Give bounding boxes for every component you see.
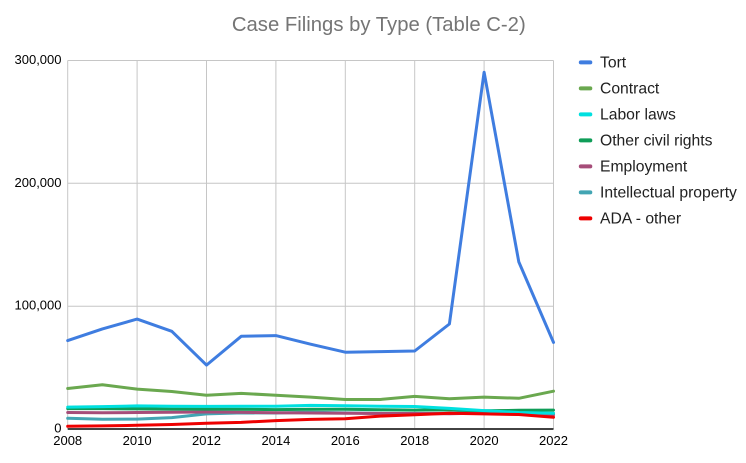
svg-text:Tort: Tort (600, 55, 627, 72)
svg-text:2018: 2018 (400, 433, 429, 448)
svg-text:2010: 2010 (123, 433, 152, 448)
svg-text:Contract: Contract (600, 81, 660, 98)
svg-text:2016: 2016 (331, 433, 360, 448)
svg-text:Intellectual property: Intellectual property (600, 185, 737, 202)
svg-text:ADA - other: ADA - other (600, 211, 681, 228)
svg-text:Employment: Employment (600, 159, 688, 176)
svg-text:Case Filings by Type (Table C-: Case Filings by Type (Table C-2) (232, 14, 526, 36)
svg-text:2022: 2022 (539, 433, 568, 448)
svg-text:2012: 2012 (192, 433, 221, 448)
svg-text:300,000: 300,000 (15, 52, 62, 67)
svg-text:0: 0 (54, 421, 61, 436)
svg-text:2014: 2014 (261, 433, 290, 448)
svg-text:100,000: 100,000 (15, 298, 62, 313)
svg-text:Other civil rights: Other civil rights (600, 133, 713, 150)
svg-text:Labor laws: Labor laws (600, 107, 676, 124)
svg-text:200,000: 200,000 (15, 175, 62, 190)
svg-text:2008: 2008 (53, 433, 82, 448)
svg-text:2020: 2020 (470, 433, 499, 448)
